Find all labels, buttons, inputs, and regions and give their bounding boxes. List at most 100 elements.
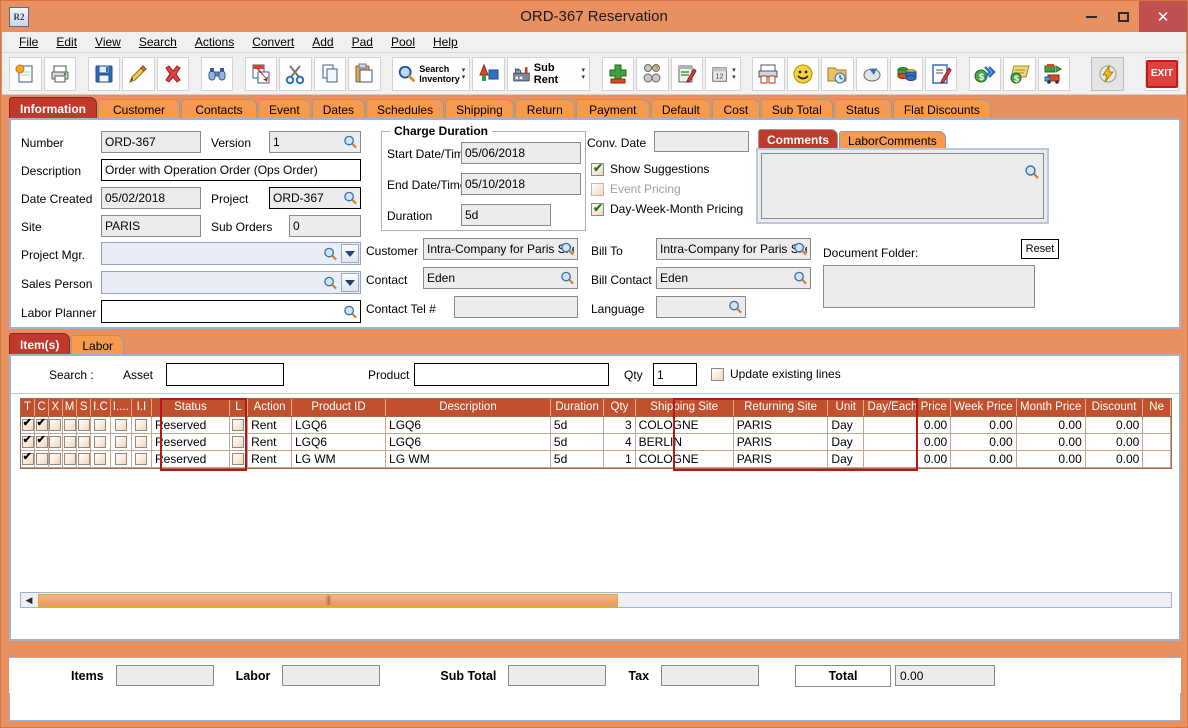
row-checkbox-ii[interactable] <box>135 419 148 432</box>
cell-m[interactable] <box>62 416 78 434</box>
contact-tel-field[interactable] <box>454 296 578 318</box>
row-checkbox-t[interactable] <box>21 433 34 449</box>
tab-comments[interactable]: Comments <box>758 129 839 149</box>
description-field[interactable]: Order with Operation Order (Ops Order) <box>101 159 361 181</box>
cell-description[interactable]: LG WM <box>385 450 551 468</box>
tab-customer[interactable]: Customer <box>98 99 180 119</box>
cell-c[interactable] <box>34 450 49 468</box>
row-checkbox-ic[interactable] <box>94 436 107 449</box>
row-checkbox-x[interactable] <box>49 453 62 466</box>
cell-returning_site[interactable]: PARIS <box>733 416 829 434</box>
cell-x[interactable] <box>48 433 63 451</box>
column-header-ic[interactable]: I.C <box>90 399 111 417</box>
magnifier-icon[interactable] <box>343 135 358 150</box>
cell-product_id[interactable]: LGQ6 <box>291 433 387 451</box>
menu-view[interactable]: View <box>95 35 121 49</box>
day-week-month-pricing-checkbox[interactable] <box>591 201 604 216</box>
minimize-button[interactable] <box>1075 1 1107 32</box>
conv-date-field[interactable] <box>654 131 749 152</box>
magnifier-icon[interactable] <box>560 271 575 286</box>
scrollbar-thumb[interactable]: ||| <box>38 593 618 607</box>
cell-qty[interactable]: 4 <box>603 433 636 451</box>
column-header-c[interactable]: C <box>34 399 49 417</box>
row-checkbox-idot[interactable] <box>114 453 127 466</box>
tab-sub-total[interactable]: Sub Total <box>760 99 833 119</box>
row-checkbox-t[interactable] <box>21 416 34 432</box>
column-header-month_price[interactable]: Month Price <box>1016 399 1086 417</box>
product-input[interactable] <box>414 363 609 386</box>
site-field[interactable]: PARIS <box>101 215 201 237</box>
cell-returning_site[interactable]: PARIS <box>733 433 829 451</box>
copy-button[interactable] <box>313 56 347 91</box>
cell-l[interactable] <box>229 450 249 468</box>
row-checkbox-x[interactable] <box>49 419 62 432</box>
chevron-down-icon[interactable]: ▾ ▾ <box>581 66 586 81</box>
cell-discount[interactable]: 0.00 <box>1085 416 1144 434</box>
cell-week_price[interactable]: 0.00 <box>950 416 1017 434</box>
row-checkbox-ic[interactable] <box>94 453 107 466</box>
cell-ic[interactable] <box>90 450 111 468</box>
cell-next[interactable] <box>1142 433 1171 451</box>
tab-items[interactable]: Item(s) <box>9 333 71 355</box>
update-existing-lines-checkbox[interactable] <box>711 367 724 381</box>
cell-week_price[interactable]: 0.00 <box>950 450 1017 468</box>
magnifier-icon[interactable] <box>343 191 358 206</box>
new-document-button[interactable] <box>9 56 42 91</box>
exit-button[interactable]: EXIT <box>1145 56 1179 91</box>
menu-pad[interactable]: Pad <box>351 35 373 49</box>
tab-default[interactable]: Default <box>650 99 711 119</box>
comments-box[interactable] <box>756 148 1049 224</box>
column-header-x[interactable]: X <box>48 399 63 417</box>
cell-l[interactable] <box>229 433 249 451</box>
maximize-button[interactable] <box>1107 1 1139 32</box>
search-inventory-button[interactable]: Search Inventory ▾ ▾ <box>392 56 471 91</box>
grid-horizontal-scrollbar[interactable]: ◀ ||| <box>20 592 1172 608</box>
cell-description[interactable]: LGQ6 <box>385 433 551 451</box>
column-header-next[interactable]: Ne <box>1142 399 1171 417</box>
comments-textarea[interactable] <box>761 153 1044 219</box>
labor-planner-field[interactable] <box>101 300 361 323</box>
row-checkbox-s[interactable] <box>77 436 90 449</box>
column-header-returning_site[interactable]: Returning Site <box>733 399 829 417</box>
row-checkbox-l[interactable] <box>232 436 245 449</box>
customer-field[interactable]: Intra-Company for Paris Site <box>423 238 578 260</box>
duration-field[interactable]: 5d <box>461 204 551 226</box>
bill-contact-field[interactable]: Eden <box>656 267 811 289</box>
reset-button[interactable]: Reset <box>1021 239 1059 259</box>
column-header-description[interactable]: Description <box>385 399 551 417</box>
items-total-field[interactable] <box>115 665 214 686</box>
magnifier-icon[interactable] <box>343 304 358 319</box>
row-checkbox-s[interactable] <box>77 419 90 432</box>
row-checkbox-c[interactable] <box>35 416 48 432</box>
row-checkbox-m[interactable] <box>63 436 76 449</box>
row-checkbox-l[interactable] <box>232 419 245 432</box>
magnifier-icon[interactable] <box>1024 164 1039 179</box>
cell-x[interactable] <box>48 450 63 468</box>
cell-ii[interactable] <box>131 416 152 434</box>
tab-contacts[interactable]: Contacts <box>181 99 257 119</box>
edit-document-button[interactable] <box>924 56 958 91</box>
project-field[interactable]: ORD-367 <box>269 187 361 209</box>
cell-unit[interactable]: Day <box>827 416 865 434</box>
update-existing-lines-row[interactable]: Update existing lines <box>711 367 841 381</box>
tab-shipping[interactable]: Shipping <box>445 99 514 119</box>
row-checkbox-ii[interactable] <box>135 453 148 466</box>
row-checkbox-m[interactable] <box>63 419 76 432</box>
cell-t[interactable] <box>21 450 36 468</box>
project-mgr-dropdown-button[interactable] <box>341 244 359 263</box>
cell-action[interactable]: Rent <box>247 433 292 451</box>
cell-product_id[interactable]: LG WM <box>291 450 387 468</box>
tab-return[interactable]: Return <box>514 99 575 119</box>
sales-person-field[interactable] <box>101 271 361 294</box>
magnifier-icon[interactable] <box>323 246 338 261</box>
tab-dates[interactable]: Dates <box>311 99 366 119</box>
cell-duration[interactable]: 5d <box>550 433 605 451</box>
cell-t[interactable] <box>21 433 36 451</box>
chevron-down-icon[interactable]: ▾ ▾ <box>732 66 736 81</box>
column-header-qty[interactable]: Qty <box>603 399 636 417</box>
cell-unit[interactable]: Day <box>827 433 865 451</box>
sub-rent-button[interactable]: Sub Rent ▾ ▾ <box>506 56 591 91</box>
column-header-s[interactable]: S <box>76 399 92 417</box>
row-checkbox-t[interactable] <box>21 450 34 466</box>
show-suggestions-checkbox-row[interactable]: Show Suggestions <box>591 161 709 176</box>
